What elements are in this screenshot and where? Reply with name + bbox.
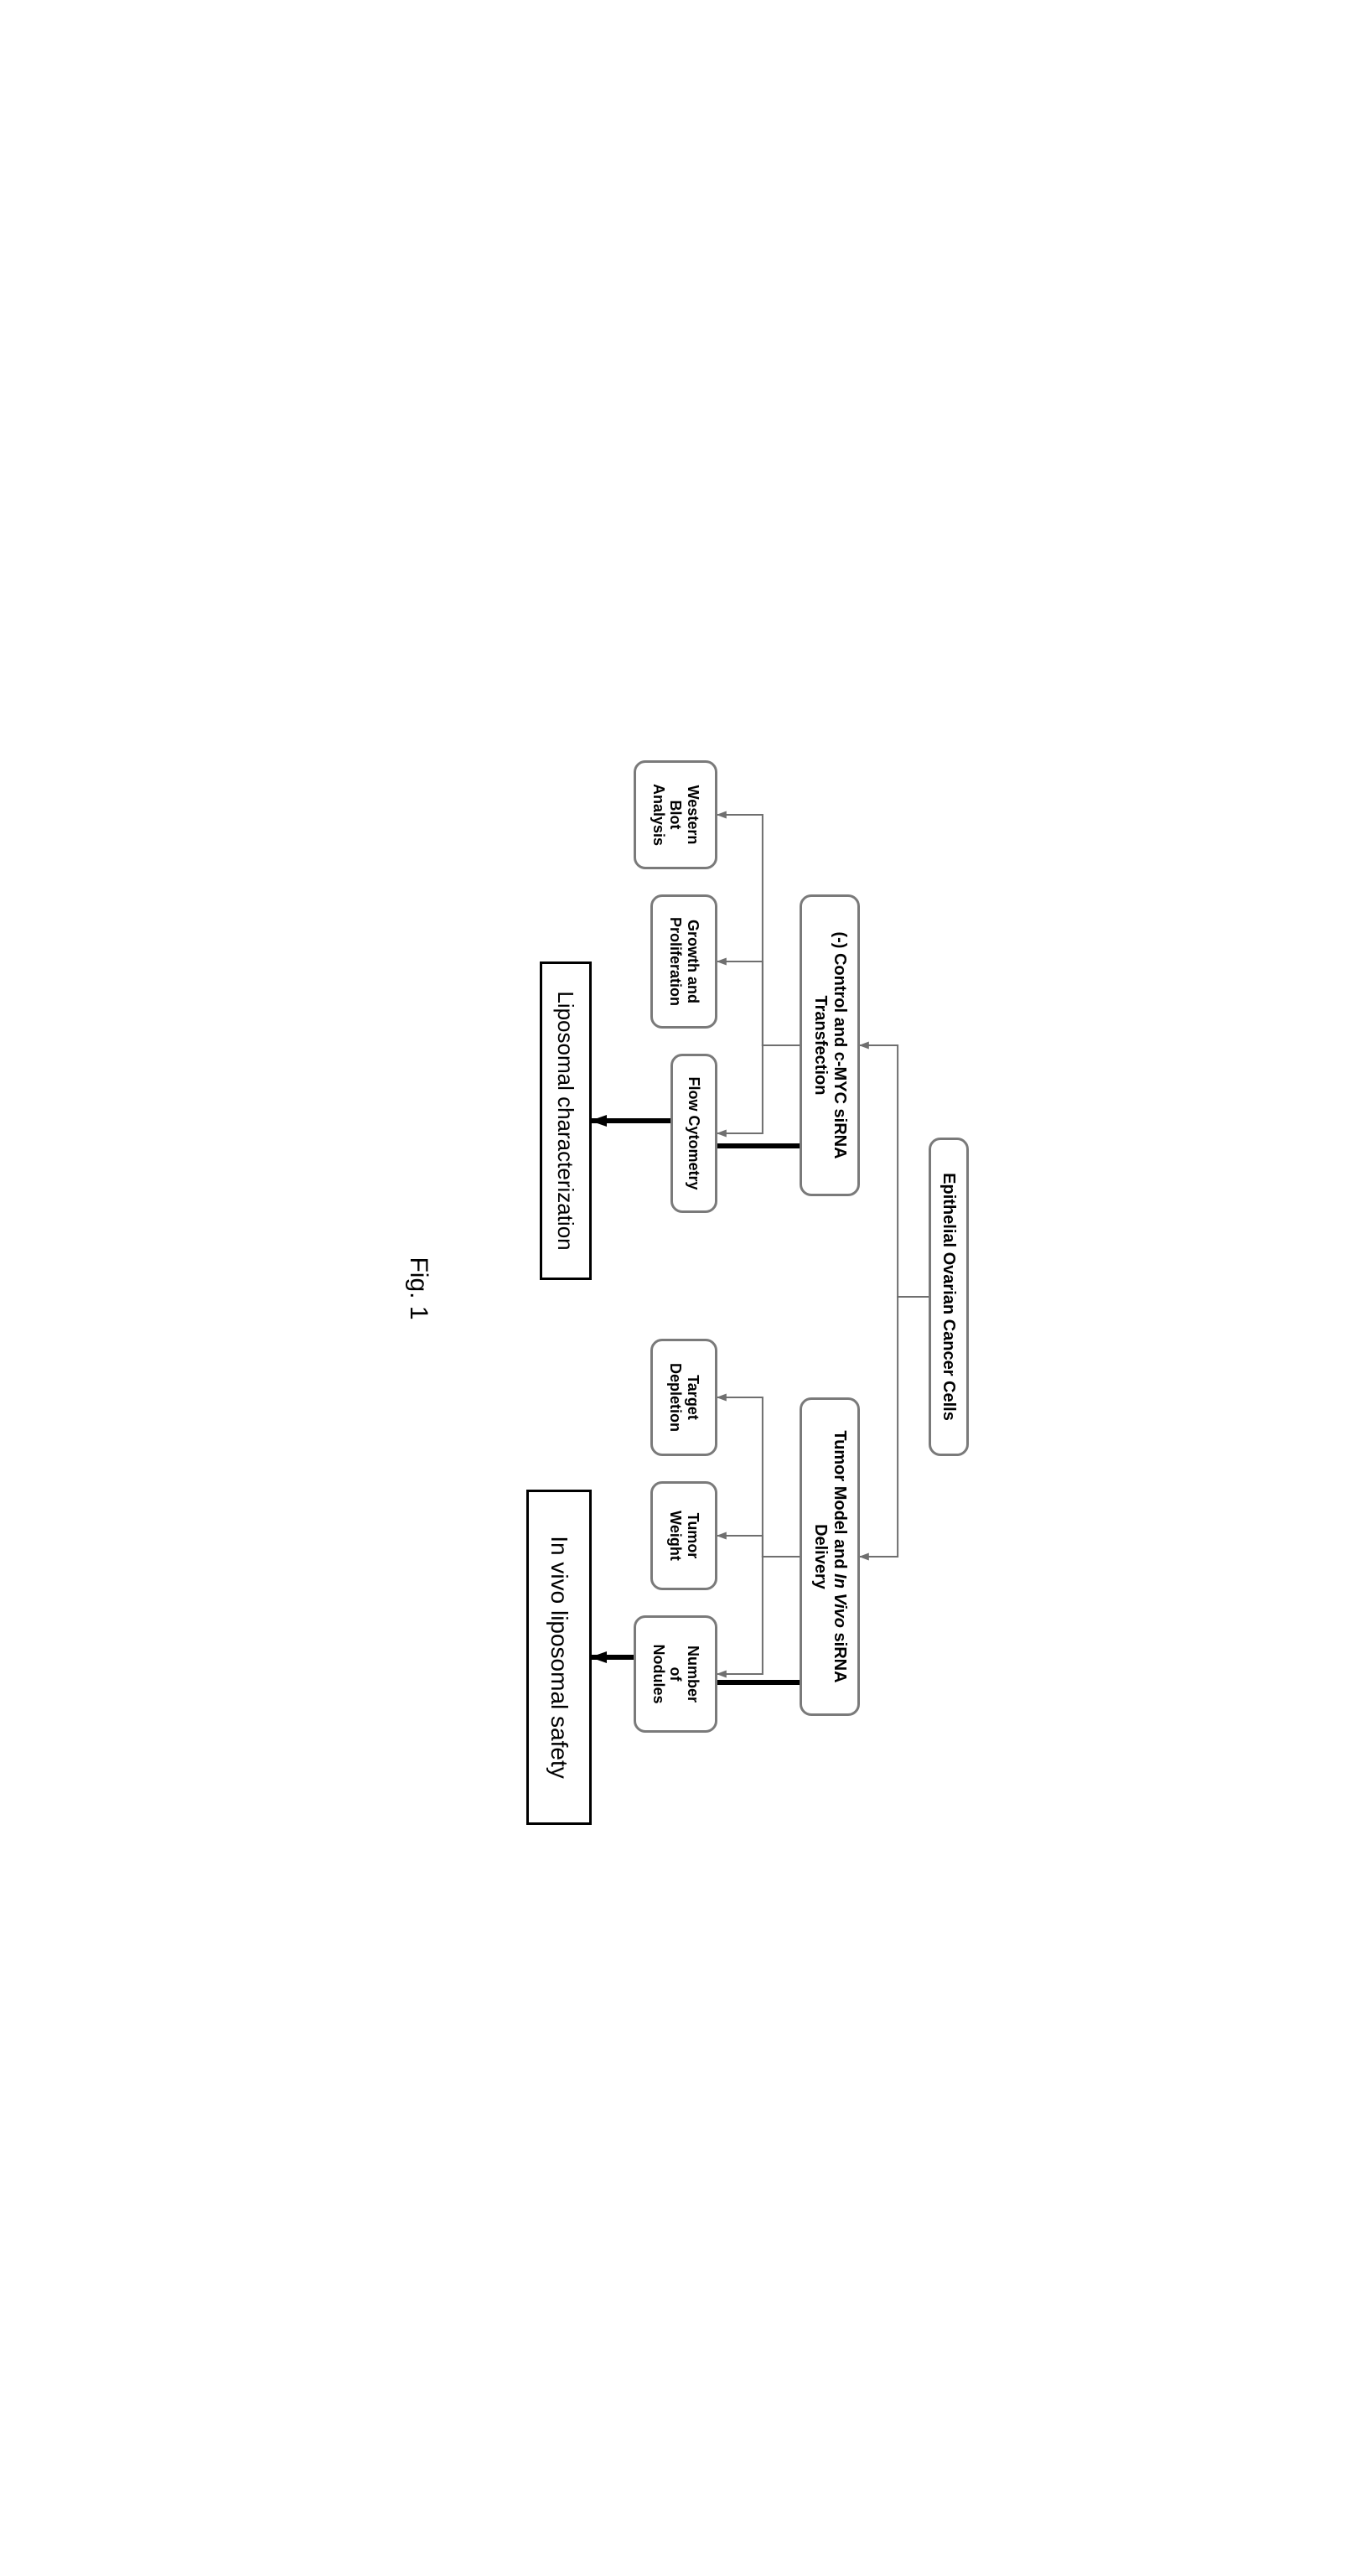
figure-label-text: Fig. 1 (405, 1257, 432, 1319)
node-wb-label: WesternBlotAnalysis (650, 783, 701, 845)
rect-in-vivo-liposomal-safety: In vivo liposomal safety (526, 1490, 592, 1825)
node-root-label: Epithelial Ovarian Cancer Cells (939, 1173, 959, 1421)
edge-left-to-growth (717, 961, 800, 1045)
node-tumor-weight: TumorWeight (650, 1481, 717, 1590)
edge-right-to-targetdep (717, 1397, 800, 1557)
edge-right-to-tw (717, 1536, 800, 1557)
node-flow-label: Flow Cytometry (686, 1076, 703, 1190)
edge-right-to-nodules (717, 1557, 800, 1674)
lipchar-label: Liposomal characterization (553, 991, 579, 1250)
node-growth-label: Growth andProliferation (666, 916, 701, 1005)
node-right-label: Tumor Model and In Vivo siRNADelivery (810, 1430, 849, 1682)
node-nodules-label: NumberofNodules (650, 1644, 701, 1703)
node-western-blot: WesternBlotAnalysis (634, 760, 717, 869)
node-tw-label: TumorWeight (666, 1511, 701, 1561)
node-growth: Growth andProliferation (650, 894, 717, 1029)
edge-root-to-left (860, 1045, 929, 1297)
node-number-of-nodules: NumberofNodules (634, 1615, 717, 1733)
edge-left-to-flow (717, 1045, 800, 1133)
node-left-branch: (-) Control and c-MYC siRNATransfection (800, 894, 860, 1196)
node-target-depletion: TargetDepletion (650, 1339, 717, 1456)
invivo-label: In vivo liposomal safety (546, 1536, 572, 1778)
node-root: Epithelial Ovarian Cancer Cells (929, 1138, 969, 1456)
figure-label: Fig. 1 (404, 1257, 432, 1319)
rect-liposomal-characterization: Liposomal characterization (540, 961, 592, 1280)
edge-left-to-wb (717, 815, 800, 1045)
edge-root-to-right (860, 1297, 929, 1557)
node-targetdep-label: TargetDepletion (666, 1362, 701, 1431)
node-right-branch: Tumor Model and In Vivo siRNADelivery (800, 1397, 860, 1716)
node-flow-cytometry: Flow Cytometry (670, 1054, 717, 1213)
node-left-label: (-) Control and c-MYC siRNATransfection (810, 931, 849, 1158)
